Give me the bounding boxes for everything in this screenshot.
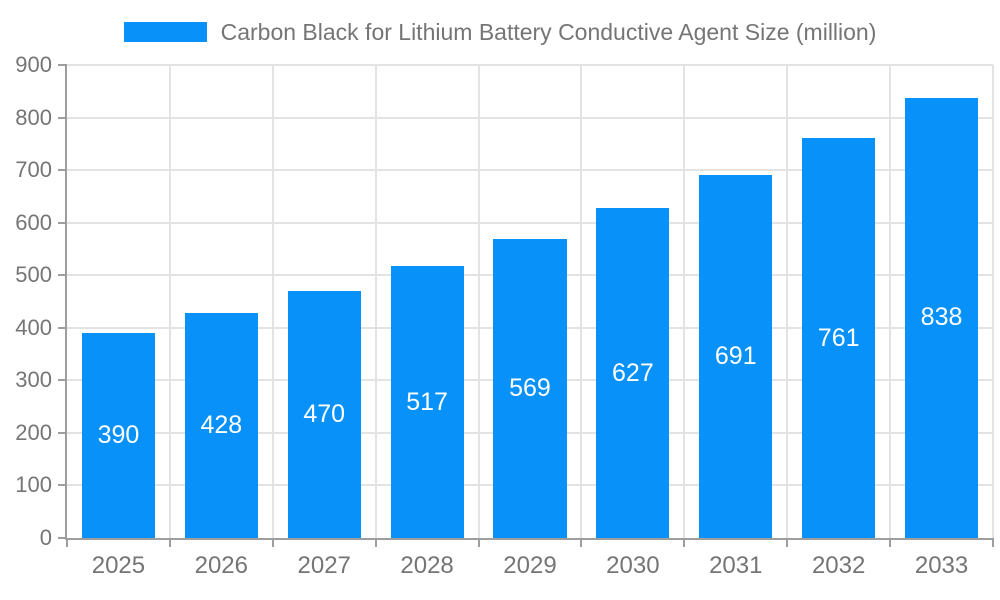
x-axis-tick-label: 2031 xyxy=(709,552,763,579)
y-axis-tick xyxy=(58,431,67,434)
x-axis-tick-label: 2026 xyxy=(194,552,248,579)
gridline-vertical xyxy=(992,65,994,538)
bar-value-label: 838 xyxy=(920,303,963,332)
y-axis-tick xyxy=(58,379,67,382)
x-axis-tick xyxy=(168,538,171,547)
bar-value-label: 470 xyxy=(303,400,346,428)
gridline-horizontal xyxy=(67,64,993,66)
gridline-horizontal xyxy=(67,116,993,119)
y-axis-tick-label: 800 xyxy=(15,104,52,130)
gridline-vertical xyxy=(477,65,480,538)
gridline-vertical xyxy=(683,65,686,538)
bar[interactable]: 428 xyxy=(184,313,258,538)
x-axis-tick-label: 2029 xyxy=(503,552,557,579)
x-axis-tick xyxy=(992,538,994,547)
bar-value-label: 569 xyxy=(509,373,551,402)
y-axis-tick-label: 700 xyxy=(15,157,52,183)
bar-value-label: 691 xyxy=(714,341,757,370)
y-axis-tick-label: 900 xyxy=(15,52,52,77)
x-axis-tick-label: 2032 xyxy=(811,552,866,579)
y-axis-tick-label: 100 xyxy=(15,472,52,498)
gridline-horizontal xyxy=(67,169,993,172)
y-axis-tick xyxy=(58,169,67,172)
y-axis-tick-label: 400 xyxy=(15,314,52,340)
x-axis-tick xyxy=(271,538,274,547)
y-axis-tick xyxy=(58,537,67,539)
gridline-vertical xyxy=(889,65,892,538)
legend[interactable]: Carbon Black for Lithium Battery Conduct… xyxy=(0,18,1000,46)
gridline-vertical xyxy=(168,65,171,538)
x-axis-tick-label: 2030 xyxy=(606,552,660,579)
y-axis-tick-label: 500 xyxy=(15,262,52,288)
gridline-vertical xyxy=(271,65,274,538)
x-axis-tick xyxy=(786,538,789,547)
bar[interactable]: 470 xyxy=(287,291,361,538)
y-axis-tick-label: 600 xyxy=(15,209,52,235)
y-axis-tick xyxy=(58,64,67,66)
y-axis-tick xyxy=(58,116,67,119)
x-axis-tick-label: 2027 xyxy=(297,552,351,579)
gridline-vertical xyxy=(786,65,789,538)
bar[interactable]: 627 xyxy=(596,208,670,538)
legend-label: Carbon Black for Lithium Battery Conduct… xyxy=(220,18,877,45)
bar[interactable]: 838 xyxy=(905,97,979,538)
gridline-vertical xyxy=(374,65,377,538)
bar-value-label: 517 xyxy=(406,387,448,416)
bar-value-label: 390 xyxy=(97,421,140,450)
bar-value-label: 627 xyxy=(612,358,654,387)
x-axis-tick xyxy=(889,538,892,547)
y-axis-tick-label: 0 xyxy=(39,525,52,550)
bar[interactable]: 517 xyxy=(390,266,464,538)
bar[interactable]: 569 xyxy=(493,238,567,538)
x-axis-tick xyxy=(683,538,686,547)
bar[interactable]: 390 xyxy=(81,333,155,538)
gridline-vertical xyxy=(580,65,583,538)
x-axis-tick-label: 2025 xyxy=(91,552,146,579)
x-axis-tick xyxy=(66,538,68,547)
legend-swatch xyxy=(123,22,207,42)
x-axis-tick xyxy=(477,538,480,547)
y-axis-tick-label: 300 xyxy=(15,367,52,393)
gridline-horizontal xyxy=(67,221,993,224)
y-axis-tick xyxy=(58,326,67,329)
y-axis-tick xyxy=(58,221,67,224)
plot-area: 0 100 200 300 400 500 600 700 800 900 390 2025 428 20… xyxy=(15,54,994,579)
bar[interactable]: 691 xyxy=(699,174,773,538)
y-axis-tick-label: 200 xyxy=(15,419,52,445)
x-axis-tick xyxy=(580,538,583,547)
x-axis-tick-label: 2033 xyxy=(914,552,969,579)
x-axis-tick-label: 2028 xyxy=(400,552,454,579)
x-axis-tick xyxy=(374,538,377,547)
y-axis-tick xyxy=(58,274,67,277)
bar-value-label: 761 xyxy=(817,323,860,352)
bar[interactable]: 761 xyxy=(802,138,876,538)
y-axis-tick xyxy=(58,484,67,487)
bar-value-label: 428 xyxy=(200,411,243,440)
